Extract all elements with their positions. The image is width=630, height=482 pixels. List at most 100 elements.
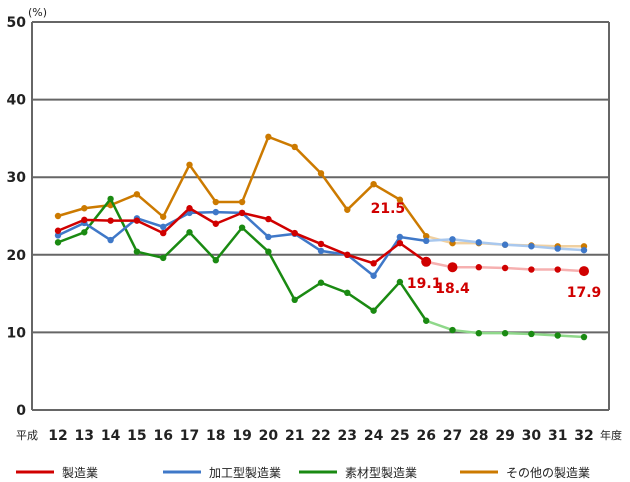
y-tick-label: 20 (7, 248, 27, 264)
data-point (54, 227, 62, 234)
x-tick-label: 27 (443, 428, 462, 444)
x-tick-label: 16 (153, 428, 172, 444)
y-tick-label: 0 (16, 403, 26, 419)
data-point (554, 266, 561, 273)
data-point (317, 240, 325, 248)
data-point (344, 251, 351, 258)
data-point (475, 329, 482, 337)
data-point (370, 307, 377, 314)
data-point (133, 248, 141, 255)
x-tick-label: 28 (469, 428, 488, 444)
data-point (81, 229, 88, 236)
data-point (107, 217, 114, 224)
data-point (396, 233, 404, 241)
data-point (396, 239, 404, 247)
data-point (580, 246, 588, 254)
data-point (423, 232, 430, 240)
data-point (449, 326, 456, 334)
data-point (81, 216, 88, 224)
data-point (186, 205, 193, 212)
data-label: 21.5 (371, 201, 406, 217)
data-point (396, 196, 404, 203)
data-point (580, 333, 588, 341)
x-axis-prefix: 平成 (16, 429, 38, 442)
data-point (238, 224, 246, 231)
data-point (212, 220, 219, 227)
x-tick-label: 12 (48, 428, 67, 444)
legend: 製造業 加工型製造業 素材型製造業 その他の製造業 (16, 466, 590, 480)
y-tick-label: 50 (7, 15, 27, 31)
x-tick-label: 15 (127, 428, 146, 444)
legend-label: 素材型製造業 (345, 466, 417, 480)
x-tick-label: 30 (522, 428, 542, 444)
data-point (291, 229, 298, 237)
data-point (501, 241, 509, 248)
data-point (265, 215, 272, 223)
data-point (265, 133, 272, 141)
data-point (317, 279, 325, 286)
data-point (186, 229, 193, 236)
data-point (554, 245, 561, 252)
x-tick-label: 17 (180, 428, 199, 444)
x-tick-label: 20 (259, 428, 279, 444)
data-point (421, 256, 432, 267)
data-point (528, 330, 535, 338)
x-tick-label: 31 (548, 428, 567, 444)
y-tick-label: 10 (7, 325, 27, 341)
data-point (133, 217, 141, 224)
data-point (449, 236, 456, 243)
data-label: 17.9 (567, 285, 602, 301)
data-point (160, 254, 167, 262)
data-point (423, 317, 430, 324)
y-axis-label: (%) (28, 6, 47, 19)
x-tick-label: 25 (390, 428, 409, 444)
data-label: 18.4 (435, 281, 470, 297)
data-point (212, 208, 219, 216)
data-point (238, 209, 246, 217)
legend-label: 製造業 (62, 466, 98, 480)
data-point (344, 206, 351, 213)
data-point (212, 257, 219, 264)
legend-label: その他の製造業 (506, 466, 590, 480)
x-tick-label: 14 (101, 428, 121, 444)
x-tick-label: 19 (232, 428, 251, 444)
data-point (107, 195, 114, 203)
data-labels: 21.5 19.118.4 17.9 (371, 201, 602, 301)
y-tick-label: 30 (7, 170, 27, 186)
data-point (54, 232, 62, 239)
y-tick-label: 40 (7, 93, 27, 109)
data-point (133, 191, 141, 198)
data-point (554, 332, 561, 339)
data-point (501, 264, 509, 272)
data-point (344, 289, 351, 297)
data-point (528, 266, 535, 273)
grid: 0 10 20 30 40 50 12 13 14 15 16 17 18 19 20 21 22 23 24 25 2… (7, 15, 610, 444)
data-point (265, 233, 272, 241)
x-tick-label: 26 (416, 428, 435, 444)
data-point (291, 143, 298, 151)
x-tick-label: 13 (75, 428, 94, 444)
x-tick-label: 29 (495, 428, 514, 444)
data-point (186, 161, 193, 168)
data-point (160, 229, 167, 237)
data-point (291, 296, 298, 304)
data-point (160, 213, 167, 220)
x-tick-label: 18 (206, 428, 225, 444)
data-point (265, 248, 272, 255)
data-point (528, 243, 535, 250)
x-tick-label: 21 (285, 428, 304, 444)
data-point (396, 278, 404, 286)
data-point (54, 212, 62, 220)
x-tick-label: 24 (364, 428, 384, 444)
data-point (370, 260, 377, 267)
data-point (317, 170, 325, 177)
x-tick-label: 22 (311, 428, 330, 444)
data-point (475, 264, 482, 271)
data-point (54, 239, 62, 246)
data-point (370, 272, 377, 279)
data-label: 19.1 (407, 276, 442, 292)
series-lines (54, 133, 589, 341)
data-point (160, 223, 167, 231)
data-point (317, 247, 325, 255)
